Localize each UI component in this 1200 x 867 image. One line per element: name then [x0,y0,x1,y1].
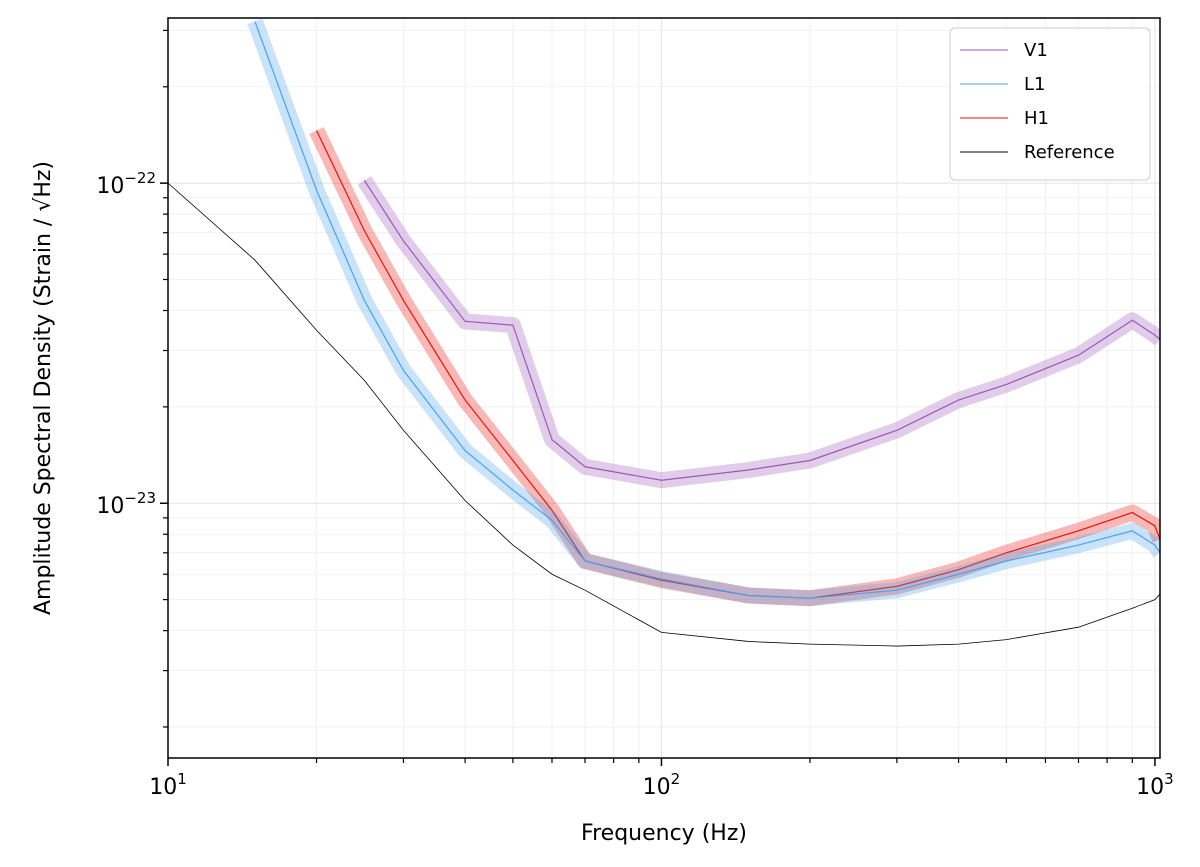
x-tick-label-base: 10 [643,775,671,800]
y-tick-label-base: 10 [96,494,124,519]
plot-area [168,18,1160,647]
y-tick-label-base: 10 [96,174,124,199]
series-line [363,180,1160,481]
x-tick-label-exponent: 1 [177,770,187,788]
y-tick-label: 10−23 [96,489,156,519]
legend-label: H1 [1024,108,1049,129]
x-tick-label-exponent: 2 [671,770,681,788]
series-line [254,21,1160,599]
y-axis-label: Amplitude Spectral Density (Strain / √Hz… [31,161,56,615]
x-tick-label: 102 [643,770,681,800]
y-tick-label-exponent: −23 [124,489,156,507]
plot-frame [167,17,1161,759]
y-tick-label-exponent: −22 [124,169,156,187]
y-tick-label: 10−22 [96,169,156,199]
legend-label: Reference [1024,142,1115,163]
x-tick-label: 103 [1136,770,1174,800]
x-tick-label-base: 10 [1136,775,1164,800]
legend-label: L1 [1024,74,1045,95]
x-tick-label: 101 [149,770,187,800]
legend: V1 L1 H1 Reference [949,27,1151,181]
series-line [168,182,1160,647]
legend-label: V1 [1024,40,1048,61]
x-tick-label-exponent: 3 [1164,770,1174,788]
x-tick-label-base: 10 [149,775,177,800]
legend-box [949,27,1151,181]
x-axis-label: Frequency (Hz) [581,821,747,846]
